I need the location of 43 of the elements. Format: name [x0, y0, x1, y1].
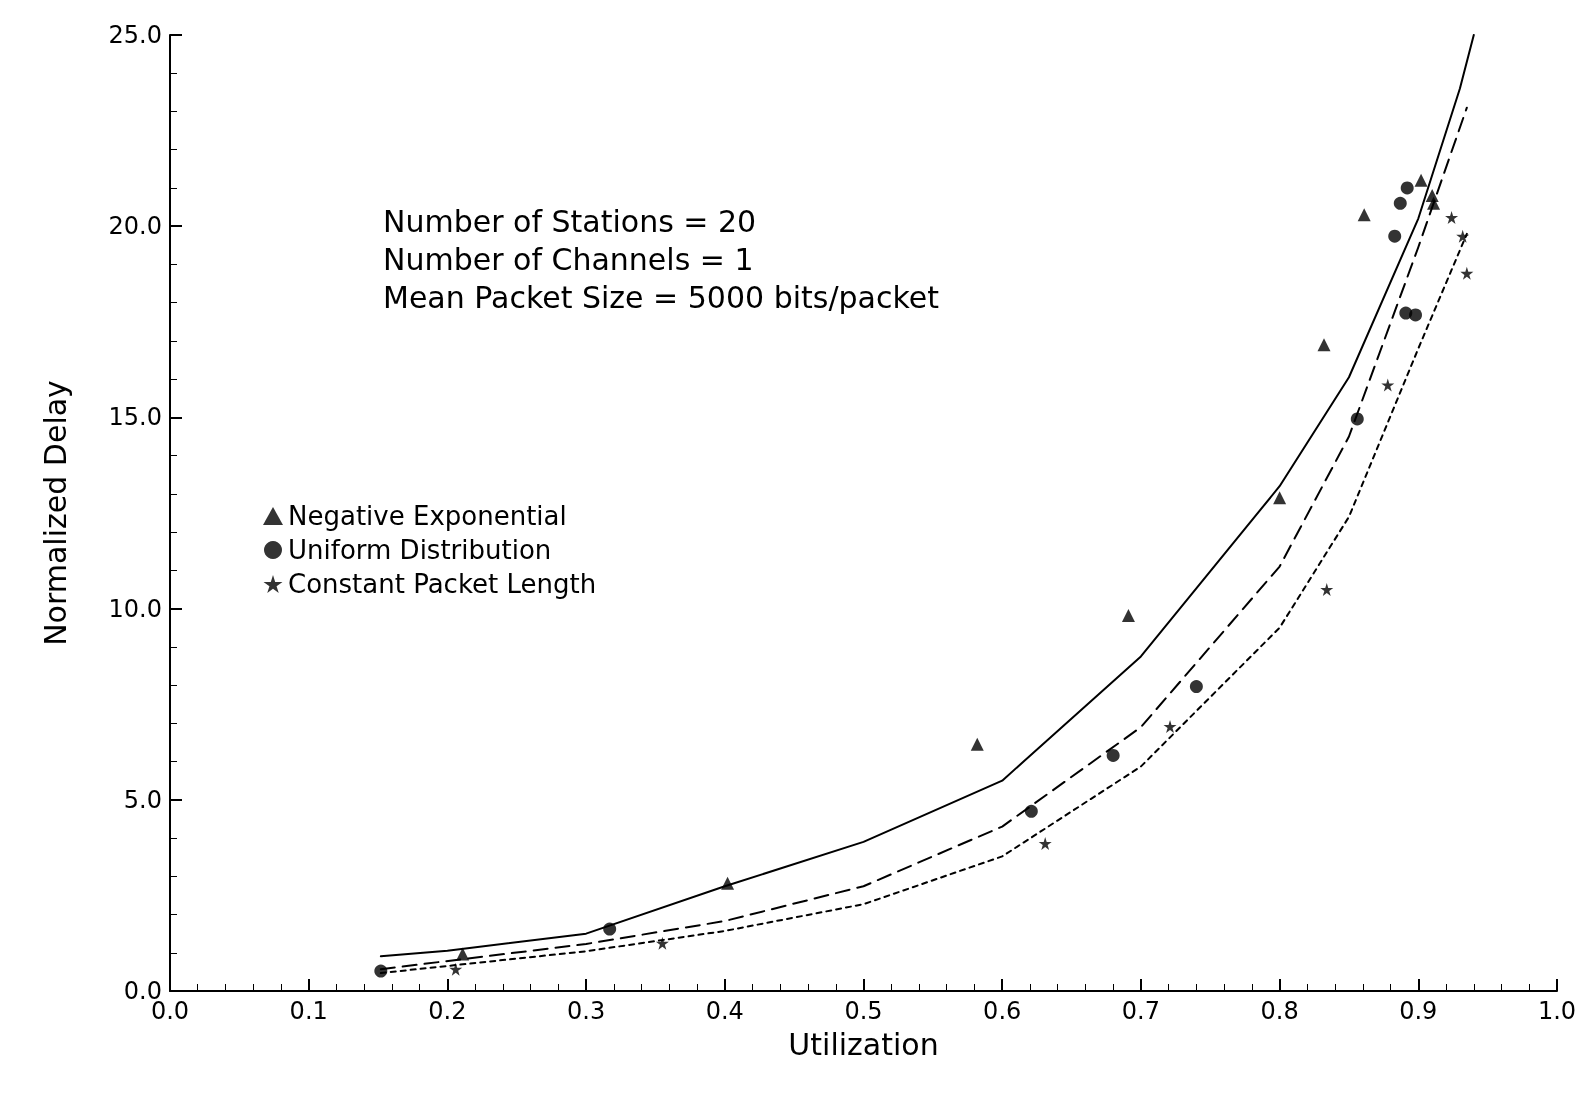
x-axis-title: Utilization — [788, 1026, 939, 1062]
y-tick-label: 20.0 — [108, 212, 162, 241]
point — [1393, 196, 1407, 210]
annotation: Number of Channels = 1 — [383, 241, 754, 277]
x-tick-label: 0.6 — [983, 997, 1022, 1025]
annotation: Mean Packet Size = 5000 bits/packet — [383, 279, 940, 315]
x-tick-label: 0.5 — [844, 997, 883, 1025]
point — [1460, 266, 1474, 280]
point — [1163, 719, 1177, 733]
x-tick-label: 0.9 — [1399, 997, 1438, 1025]
x-tick-label: 0.4 — [705, 997, 744, 1025]
x-tick-label: 0.8 — [1260, 997, 1299, 1025]
point — [1357, 208, 1371, 222]
point — [1273, 491, 1287, 505]
point — [1320, 582, 1334, 596]
point — [1317, 338, 1331, 352]
legend-label: Uniform Distribution — [288, 535, 552, 565]
legend-label: Negative Exponential — [288, 501, 567, 531]
point — [1106, 748, 1120, 762]
point — [1409, 308, 1423, 322]
point — [1388, 229, 1402, 243]
point — [1121, 608, 1135, 622]
x-tick-label: 0.7 — [1121, 997, 1160, 1025]
x-tick-label: 0.1 — [289, 997, 328, 1025]
point — [970, 737, 984, 751]
point — [1445, 210, 1459, 224]
x-tick-label: 0.3 — [567, 997, 606, 1025]
y-tick-label: 15.0 — [108, 403, 162, 432]
y-tick-label: 25.0 — [108, 21, 162, 49]
point — [1038, 836, 1052, 850]
x-tick-label: 0.2 — [428, 997, 467, 1025]
y-tick-label: 10.0 — [108, 594, 162, 623]
point — [449, 962, 463, 976]
legend-label: Constant Packet Length — [288, 569, 597, 599]
annotation: Number of Stations = 20 — [383, 203, 757, 239]
point — [1024, 804, 1038, 818]
point — [1381, 378, 1395, 392]
x-tick-label: 1.0 — [1537, 997, 1577, 1025]
y-tick-label: 5.0 — [123, 785, 162, 814]
point — [1414, 173, 1428, 187]
y-axis-title: Normalized Delay — [37, 380, 73, 646]
point — [1189, 680, 1203, 694]
point — [1400, 181, 1414, 195]
